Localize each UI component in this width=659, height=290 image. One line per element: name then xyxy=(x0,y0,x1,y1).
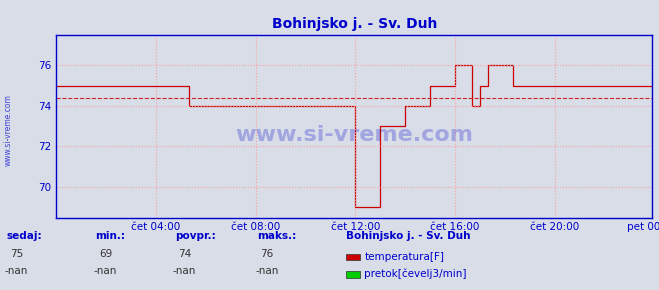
Text: 69: 69 xyxy=(99,249,112,259)
Text: -nan: -nan xyxy=(94,266,117,276)
Text: povpr.:: povpr.: xyxy=(175,231,215,241)
Text: -nan: -nan xyxy=(255,266,279,276)
Text: www.si-vreme.com: www.si-vreme.com xyxy=(3,95,13,166)
Text: temperatura[F]: temperatura[F] xyxy=(364,252,444,262)
Text: 74: 74 xyxy=(178,249,191,259)
Text: min.:: min.: xyxy=(96,231,126,241)
Text: 75: 75 xyxy=(10,249,23,259)
Text: sedaj:: sedaj: xyxy=(7,231,42,241)
Text: -nan: -nan xyxy=(5,266,28,276)
Text: maks.:: maks.: xyxy=(257,231,297,241)
Text: Bohinjsko j. - Sv. Duh: Bohinjsko j. - Sv. Duh xyxy=(346,231,471,241)
Text: -nan: -nan xyxy=(173,266,196,276)
Text: www.si-vreme.com: www.si-vreme.com xyxy=(235,125,473,145)
Text: pretok[čevelj3/min]: pretok[čevelj3/min] xyxy=(364,269,467,279)
Title: Bohinjsko j. - Sv. Duh: Bohinjsko j. - Sv. Duh xyxy=(272,17,437,31)
Text: 76: 76 xyxy=(260,249,273,259)
